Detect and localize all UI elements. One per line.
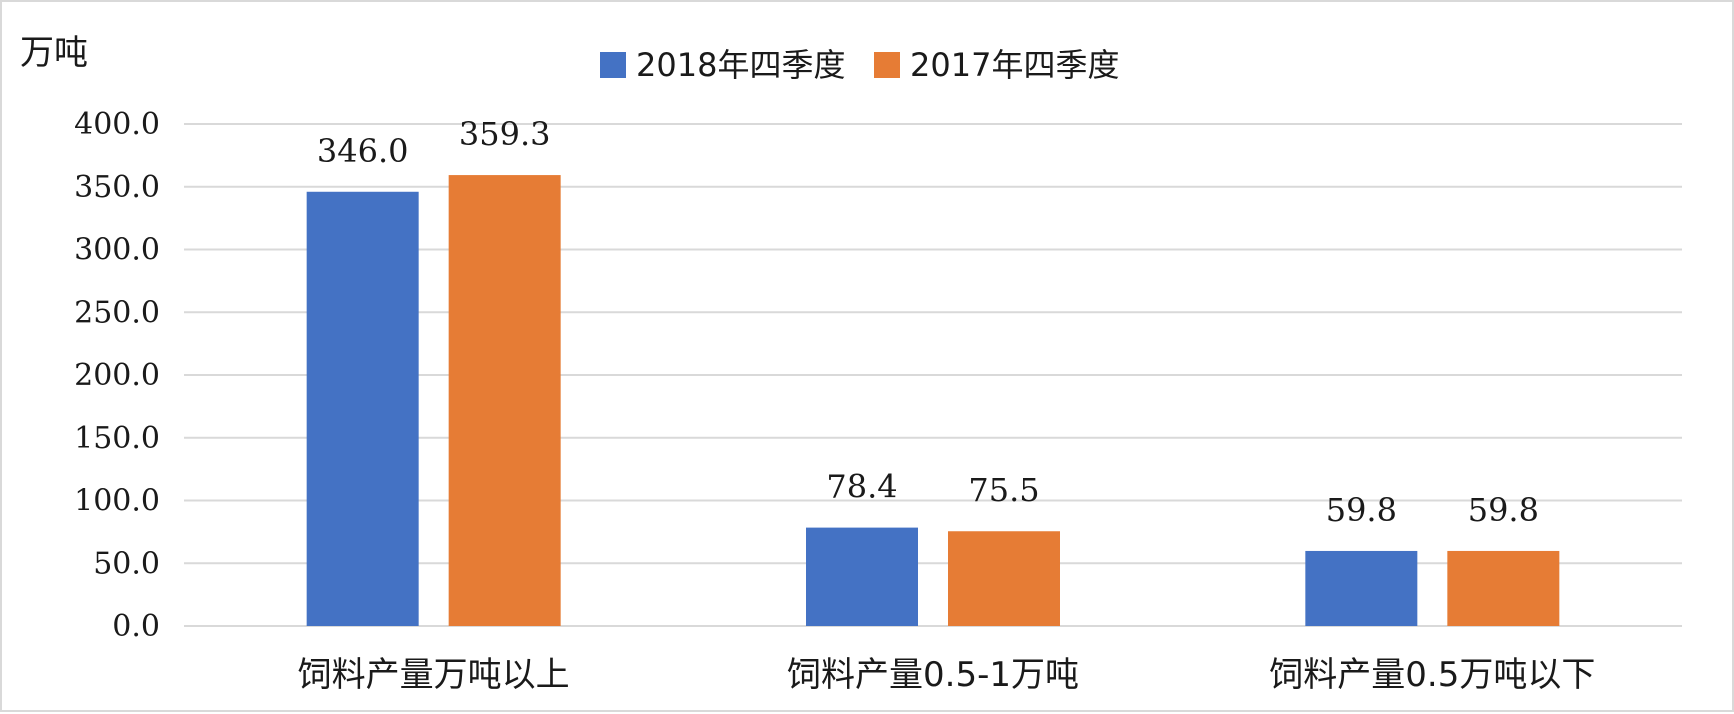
bars bbox=[306, 175, 1560, 627]
data-labels: 346.0 359.3 78.4 75.5 59.8 59.8 bbox=[317, 115, 1539, 529]
y-tick-label: 350.0 bbox=[74, 170, 160, 205]
gridlines bbox=[184, 123, 1682, 627]
data-label: 346.0 bbox=[317, 132, 409, 170]
data-label: 59.8 bbox=[1468, 491, 1539, 529]
x-category-label: 饲料产量0.5-1万吨 bbox=[787, 655, 1079, 695]
y-tick-label: 200.0 bbox=[74, 358, 160, 393]
y-axis-ticks: 0.0 50.0 100.0 150.0 200.0 250.0 300.0 350.0 400… bbox=[74, 107, 160, 644]
bar bbox=[448, 175, 561, 627]
y-tick-label: 150.0 bbox=[74, 421, 160, 456]
bar bbox=[1447, 550, 1560, 626]
data-label: 359.3 bbox=[459, 115, 551, 153]
legend-label: 2017年四季度 bbox=[910, 46, 1119, 84]
x-axis-categories: 饲料产量万吨以上 饲料产量0.5-1万吨 饲料产量0.5万吨以下 bbox=[298, 655, 1596, 695]
y-tick-label: 300.0 bbox=[74, 233, 160, 268]
data-label: 59.8 bbox=[1326, 491, 1397, 529]
bar bbox=[306, 191, 419, 626]
y-tick-label: 50.0 bbox=[93, 546, 160, 581]
legend: 2018年四季度 2017年四季度 bbox=[600, 46, 1119, 84]
y-tick-label: 100.0 bbox=[74, 484, 160, 519]
y-tick-label: 0.0 bbox=[112, 609, 160, 644]
y-axis-unit-label: 万吨 bbox=[20, 33, 88, 73]
data-label: 75.5 bbox=[968, 471, 1039, 509]
legend-swatch bbox=[874, 52, 900, 78]
y-tick-label: 250.0 bbox=[74, 295, 160, 330]
x-category-label: 饲料产量万吨以上 bbox=[298, 655, 570, 695]
y-tick-label: 400.0 bbox=[74, 107, 160, 142]
bar bbox=[806, 527, 918, 626]
x-category-label: 饲料产量0.5万吨以下 bbox=[1269, 655, 1595, 695]
bar bbox=[948, 531, 1060, 626]
legend-swatch bbox=[600, 52, 626, 78]
data-label: 78.4 bbox=[826, 468, 897, 506]
legend-label: 2018年四季度 bbox=[636, 46, 845, 84]
bar bbox=[1305, 550, 1418, 626]
